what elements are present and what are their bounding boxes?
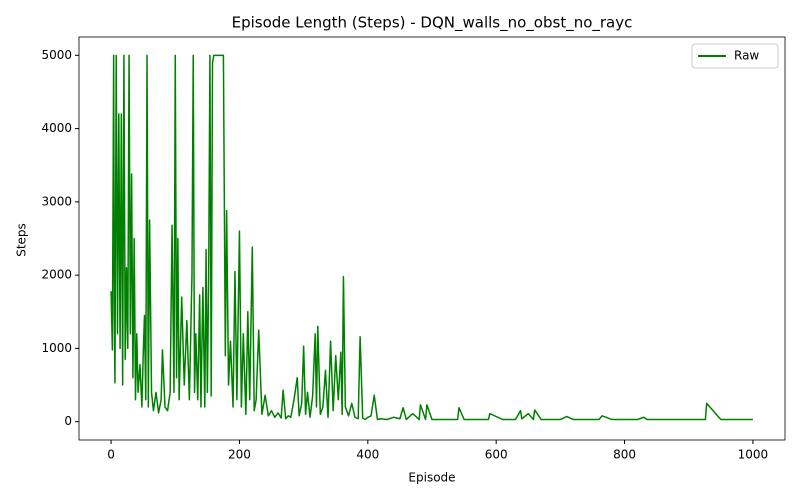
x-tick-label: 400 — [356, 448, 379, 462]
x-axis-label: Episode — [408, 471, 455, 485]
legend-box — [691, 43, 779, 69]
y-tick-label: 0 — [64, 414, 72, 428]
line — [110, 54, 753, 421]
y-tick-label: 3000 — [41, 194, 72, 208]
legend-label: Raw — [734, 49, 759, 63]
y-tick-label: 5000 — [41, 48, 72, 62]
x-tick-label: 0 — [107, 448, 115, 462]
y-tick-label: 2000 — [41, 268, 72, 282]
y-tick-label: 4000 — [41, 121, 72, 135]
x-tick-label: 800 — [613, 448, 636, 462]
x-tick-label: 1000 — [738, 448, 769, 462]
y-axis-label: Steps — [15, 223, 29, 257]
x-tick-label: 200 — [228, 448, 251, 462]
y-tick-label: 1000 — [41, 341, 72, 355]
plot-frame — [78, 36, 786, 441]
x-tick-label: 600 — [485, 448, 508, 462]
chart-title: Episode Length (Steps) - DQN_walls_no_ob… — [232, 14, 633, 33]
